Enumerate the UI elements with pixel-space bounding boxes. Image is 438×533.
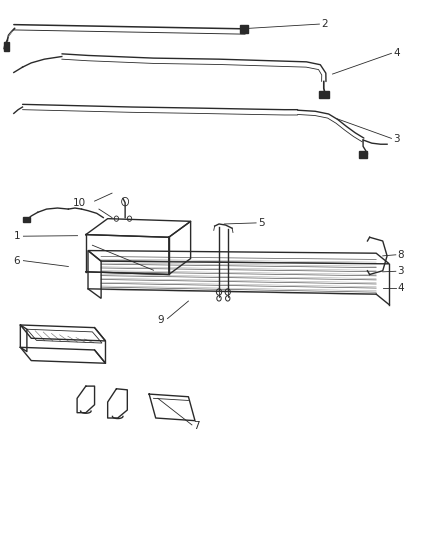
Text: 3: 3 xyxy=(397,266,404,276)
Text: 4: 4 xyxy=(394,49,400,58)
Text: 7: 7 xyxy=(193,421,199,431)
Circle shape xyxy=(216,289,222,295)
Text: 4: 4 xyxy=(397,283,404,293)
Circle shape xyxy=(226,296,230,301)
Text: 2: 2 xyxy=(321,19,328,29)
Text: 9: 9 xyxy=(158,314,164,325)
Text: 3: 3 xyxy=(394,134,400,144)
Circle shape xyxy=(225,289,230,295)
Bar xyxy=(319,91,329,98)
Text: 6: 6 xyxy=(14,256,20,265)
Text: 10: 10 xyxy=(73,198,86,208)
Bar xyxy=(4,42,9,51)
Bar xyxy=(23,216,30,222)
Text: 8: 8 xyxy=(397,250,404,260)
Circle shape xyxy=(217,296,221,301)
Bar xyxy=(240,25,248,33)
Bar xyxy=(359,151,367,158)
Text: 5: 5 xyxy=(258,218,265,228)
Text: 1: 1 xyxy=(14,231,20,241)
